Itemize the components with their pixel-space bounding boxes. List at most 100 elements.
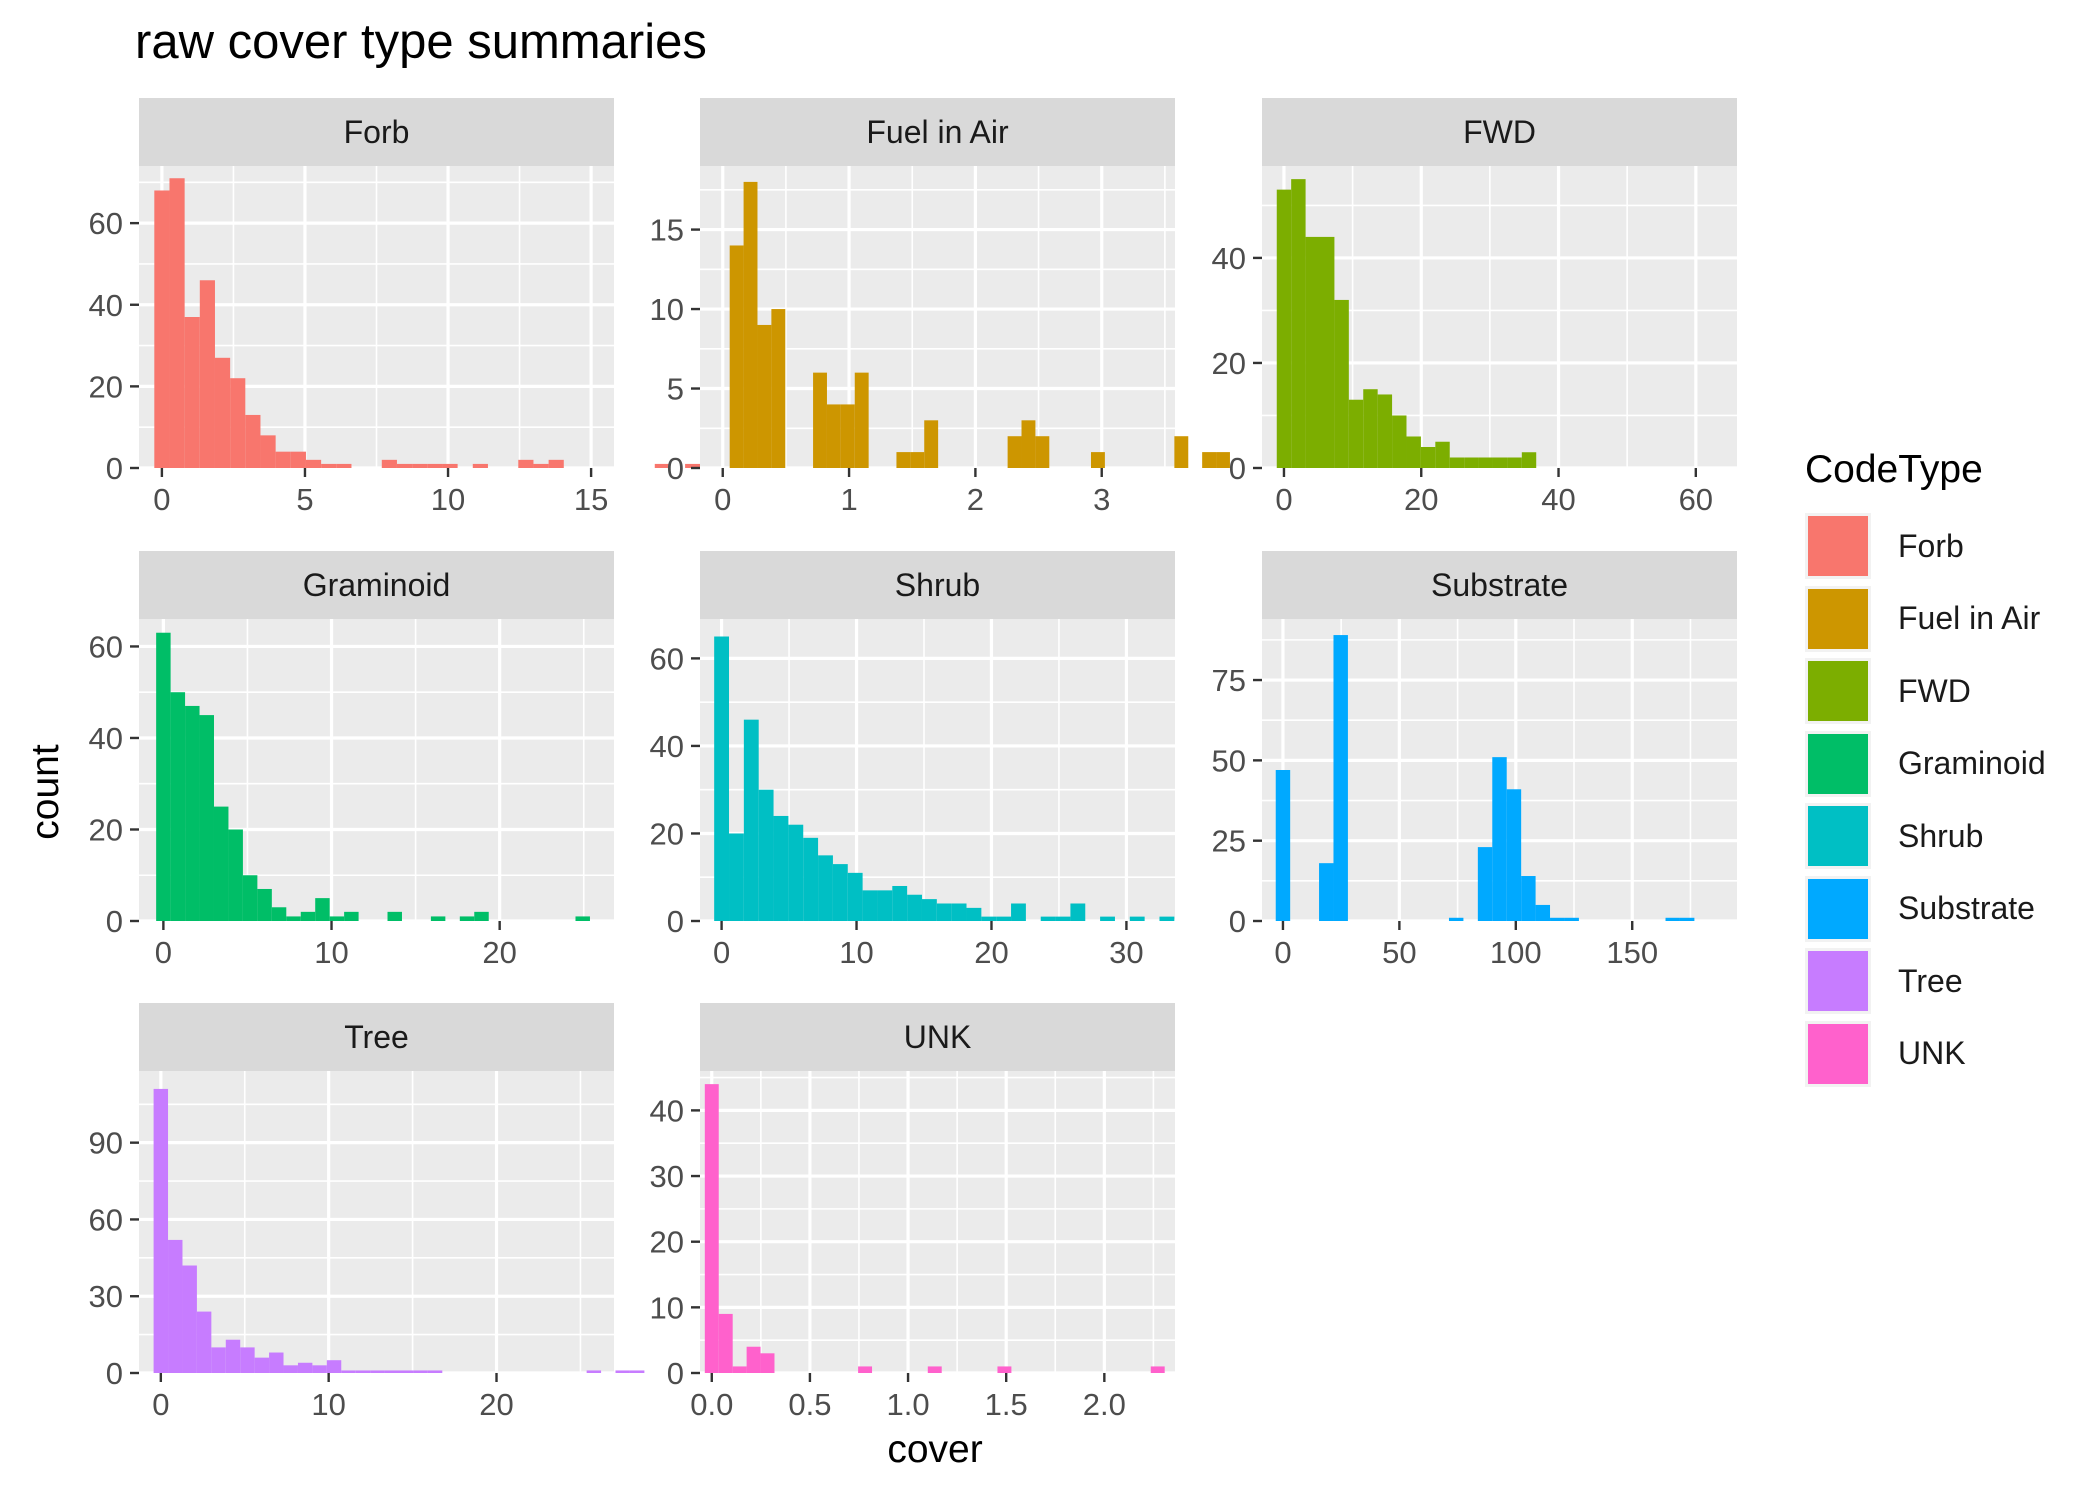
y-tick-label: 0 bbox=[667, 451, 684, 486]
histogram-bar bbox=[170, 692, 186, 921]
histogram-bar bbox=[300, 911, 316, 921]
y-tick-label: 40 bbox=[89, 721, 123, 756]
histogram-bar bbox=[254, 1357, 270, 1373]
x-tick-label: 1.0 bbox=[887, 1387, 930, 1422]
histogram-bar bbox=[1564, 917, 1579, 921]
y-tick-label: 20 bbox=[650, 1225, 684, 1260]
facet-strip bbox=[700, 98, 1175, 166]
legend-label: Forb bbox=[1898, 527, 1964, 564]
y-tick-label: 60 bbox=[89, 206, 123, 241]
legend-item: UNK bbox=[1805, 1018, 2046, 1091]
facet-strip-label: Substrate bbox=[1431, 567, 1568, 603]
histogram-bar bbox=[1535, 904, 1551, 921]
facet-panel: Graminoid 0 20 40 60 0 10 20 bbox=[89, 551, 614, 970]
x-tick-label: 0 bbox=[1274, 935, 1291, 970]
histogram-bar bbox=[1159, 916, 1175, 921]
histogram-bar bbox=[1276, 189, 1292, 469]
histogram-bar bbox=[548, 459, 564, 468]
histogram-bar bbox=[1320, 236, 1335, 468]
y-tick-label: 20 bbox=[89, 812, 123, 847]
y-tick-label: 30 bbox=[89, 1279, 123, 1314]
x-tick-label: 0.0 bbox=[690, 1387, 733, 1422]
histogram-bar bbox=[153, 1088, 169, 1373]
facet-strip bbox=[700, 551, 1175, 619]
histogram-bar bbox=[1477, 847, 1493, 921]
x-tick-label: 2.0 bbox=[1083, 1387, 1126, 1422]
histogram-bar bbox=[832, 864, 848, 921]
histogram-bar bbox=[1448, 917, 1464, 921]
histogram-bar bbox=[826, 404, 841, 468]
histogram-bar bbox=[1040, 916, 1056, 921]
histogram-bar bbox=[1090, 452, 1105, 468]
legend-swatch bbox=[1805, 585, 1871, 652]
histogram-bar bbox=[427, 463, 443, 468]
histogram-bar bbox=[771, 309, 786, 468]
legend-label: Graminoid bbox=[1898, 745, 2046, 782]
facet-strip-label: Fuel in Air bbox=[866, 114, 1009, 150]
x-tick-label: 0.5 bbox=[788, 1387, 831, 1422]
x-tick-label: 20 bbox=[479, 1387, 513, 1422]
histogram-bar bbox=[910, 452, 925, 468]
histogram-bar bbox=[1492, 757, 1507, 921]
chart-title: raw cover type summaries bbox=[135, 15, 707, 69]
histogram-bar bbox=[1007, 436, 1022, 468]
histogram-bar bbox=[760, 1353, 775, 1373]
y-tick-label: 60 bbox=[89, 629, 123, 664]
y-tick-label: 0 bbox=[1229, 904, 1246, 939]
histogram-bar bbox=[1174, 436, 1189, 468]
histogram-bar bbox=[384, 1370, 399, 1373]
legend-item: Forb bbox=[1805, 510, 2046, 583]
x-tick-label: 20 bbox=[482, 935, 516, 970]
y-axis-title: count bbox=[24, 744, 67, 840]
y-tick-label: 90 bbox=[89, 1126, 123, 1161]
histogram-bar bbox=[921, 899, 937, 921]
x-tick-label: 0 bbox=[152, 1387, 169, 1422]
legend-items: Forb Fuel in Air FWD Graminoid Shrub Substrat… bbox=[1805, 510, 2046, 1090]
y-tick-label: 0 bbox=[667, 904, 684, 939]
x-tick-label: 10 bbox=[311, 1387, 345, 1422]
facet-strip-label: Forb bbox=[344, 114, 410, 150]
histogram-bar bbox=[1070, 903, 1086, 921]
histogram-bar bbox=[214, 357, 231, 468]
histogram-bar bbox=[341, 1370, 356, 1373]
histogram-bar bbox=[156, 632, 171, 921]
histogram-bar bbox=[1464, 457, 1479, 468]
histogram-bar bbox=[729, 833, 744, 921]
x-tick-label: 40 bbox=[1541, 482, 1575, 517]
histogram-bar bbox=[1492, 457, 1508, 468]
facet-panel: UNK 0 10 20 30 40 0.0 0.5 1.0 1.5 2.0 bbox=[650, 1003, 1175, 1422]
histogram-bar bbox=[230, 378, 246, 468]
histogram-bar bbox=[412, 463, 428, 468]
x-tick-label: 5 bbox=[296, 482, 313, 517]
histogram-bar bbox=[813, 372, 827, 468]
histogram-bar bbox=[951, 903, 967, 921]
x-tick-label: 1.5 bbox=[985, 1387, 1028, 1422]
facet-strip-label: Tree bbox=[344, 1019, 409, 1055]
histogram-bar bbox=[315, 898, 330, 921]
x-tick-label: 3 bbox=[1093, 482, 1110, 517]
histogram-bar bbox=[275, 451, 291, 468]
x-axis-title: cover bbox=[887, 1428, 983, 1471]
histogram-bar bbox=[803, 837, 819, 921]
histogram-bar bbox=[743, 181, 758, 469]
histogram-bar bbox=[370, 1370, 385, 1373]
facet-strip-label: Graminoid bbox=[303, 567, 451, 603]
histogram-bar bbox=[199, 715, 214, 921]
facet-strip bbox=[1262, 98, 1737, 166]
histogram-bar bbox=[321, 463, 337, 468]
x-tick-label: 15 bbox=[574, 482, 608, 517]
histogram-bar bbox=[474, 911, 489, 921]
histogram-bar bbox=[907, 894, 922, 921]
histogram-bar bbox=[387, 911, 402, 921]
histogram-bar bbox=[896, 452, 911, 468]
histogram-bar bbox=[1506, 789, 1522, 921]
histogram-bar bbox=[936, 903, 952, 921]
histogram-bar bbox=[981, 916, 997, 921]
facet-strip-label: Shrub bbox=[895, 567, 980, 603]
histogram-bar bbox=[442, 463, 458, 468]
histogram-bar bbox=[1420, 446, 1436, 468]
facet-panel: Substrate 0 25 50 75 0 50 100 150 bbox=[1212, 551, 1737, 970]
legend-label: Shrub bbox=[1898, 817, 1984, 854]
facet-panel: FWD 0 20 40 0 20 40 60 bbox=[1212, 98, 1737, 517]
